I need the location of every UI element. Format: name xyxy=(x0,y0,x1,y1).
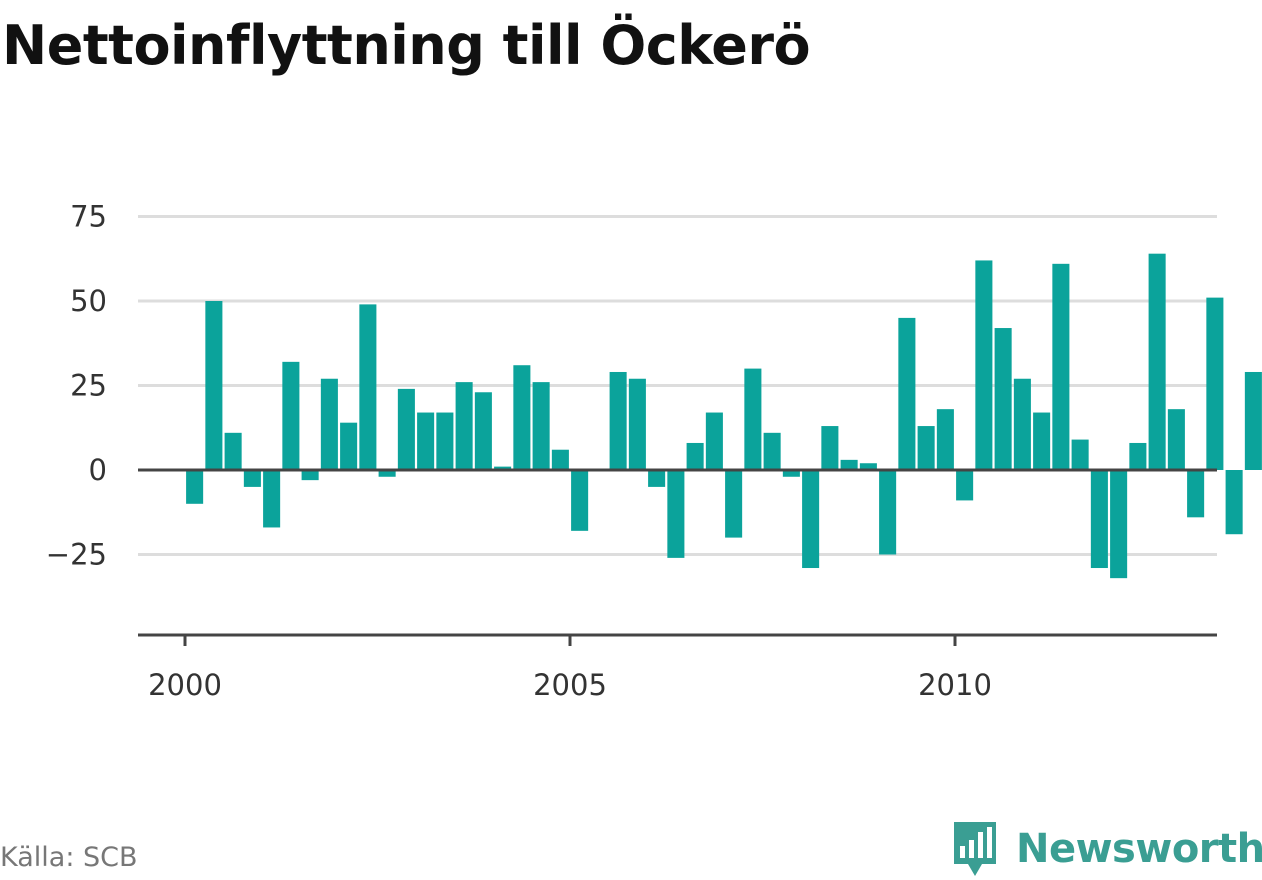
bar xyxy=(821,426,839,470)
bar xyxy=(1110,470,1128,579)
bar xyxy=(263,470,281,528)
bar xyxy=(725,470,743,538)
bar xyxy=(186,470,204,504)
bar xyxy=(397,388,415,470)
axes xyxy=(138,468,1217,646)
x-axis-tick-labels: 200020052010201520202025 xyxy=(148,668,992,702)
bar xyxy=(956,470,974,501)
bar xyxy=(243,470,261,487)
bar xyxy=(1052,263,1070,470)
bar xyxy=(705,412,723,470)
bar xyxy=(378,470,396,477)
bar xyxy=(859,463,877,470)
bar xyxy=(936,409,954,470)
y-tick-label: 75 xyxy=(70,200,107,234)
bar xyxy=(744,368,762,470)
brand-logo: Newsworthy xyxy=(950,818,1262,880)
bar xyxy=(513,365,531,470)
bar xyxy=(879,470,897,555)
bar xyxy=(782,470,800,477)
bar xyxy=(1129,442,1147,470)
bar xyxy=(1206,297,1224,470)
bar xyxy=(975,260,993,470)
bar xyxy=(1148,253,1166,470)
bar xyxy=(802,470,820,569)
bar xyxy=(1167,409,1185,470)
bar xyxy=(417,412,435,470)
bar xyxy=(1225,470,1243,535)
x-tick-label: 2000 xyxy=(148,668,222,702)
bar xyxy=(648,470,666,487)
chart-title: Nettoinflyttning till Öckerö xyxy=(2,14,811,77)
x-tick-label: 2005 xyxy=(533,668,607,702)
bar xyxy=(609,371,627,470)
bar xyxy=(494,466,512,470)
bar xyxy=(551,449,569,470)
source-note: Källa: SCB xyxy=(0,842,138,873)
bar xyxy=(359,304,377,470)
y-tick-label: −25 xyxy=(46,538,107,572)
bar xyxy=(340,422,358,470)
bar xyxy=(1090,470,1108,569)
bar xyxy=(1244,371,1262,470)
y-tick-label: 0 xyxy=(89,453,107,487)
bar xyxy=(667,470,685,558)
brand-name: Newsworthy xyxy=(1016,826,1262,872)
bar xyxy=(571,470,589,531)
bar xyxy=(1033,412,1051,470)
bar xyxy=(917,426,935,470)
y-axis-tick-labels: −25 0 25 50 75 xyxy=(46,200,107,572)
bar xyxy=(474,392,492,470)
bar xyxy=(1071,439,1089,470)
bar xyxy=(455,382,473,470)
grid-lines xyxy=(138,215,1217,556)
bar xyxy=(1187,470,1205,518)
newsworthy-logo-icon xyxy=(954,822,996,876)
bar xyxy=(532,382,550,470)
bars xyxy=(186,253,1262,579)
bar xyxy=(898,317,916,470)
bar xyxy=(1013,378,1031,470)
bar xyxy=(686,442,704,470)
bar xyxy=(301,470,319,481)
x-tick-label: 2010 xyxy=(918,668,992,702)
y-tick-label: 25 xyxy=(70,369,107,403)
bar xyxy=(628,378,646,470)
bar xyxy=(282,361,300,470)
bar xyxy=(436,412,454,470)
bar xyxy=(763,432,781,470)
bar xyxy=(994,328,1012,470)
bar xyxy=(224,432,242,470)
bar xyxy=(205,301,223,470)
bar xyxy=(840,459,858,470)
y-tick-label: 50 xyxy=(70,284,107,318)
bar xyxy=(320,378,338,470)
